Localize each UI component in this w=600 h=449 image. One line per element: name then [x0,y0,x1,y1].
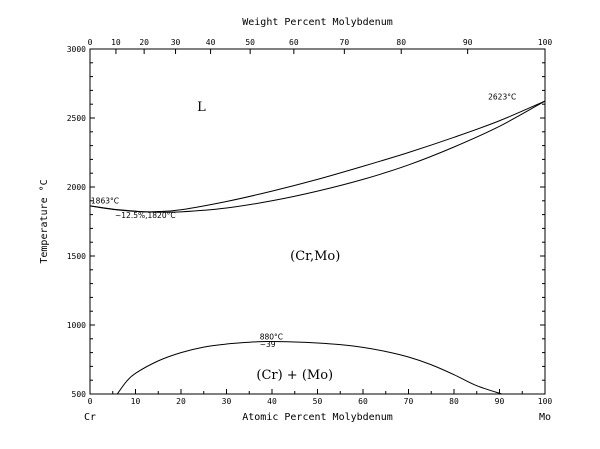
y-tick-label: 3000 [67,45,86,54]
top-tick-label: 10 [111,38,121,47]
x-tick-label: 20 [176,397,186,406]
x-tick-label: 40 [267,397,277,406]
annotation-label: 880°C [260,332,283,341]
y-tick-label: 2500 [67,114,86,123]
solidus-curve [89,100,546,213]
top-tick-label: 70 [340,38,350,47]
x-tick-label: 90 [495,397,505,406]
x-tick-label: 70 [404,397,414,406]
annotation-label: ~39 [260,340,276,349]
chart-labels: L (Cr,Mo) (Cr) + (Mo) 1863°C ~12.5%,1820°C 26… [91,92,516,382]
top-axis-title: Weight Percent Molybdenum [242,17,393,28]
y-tick-label: 1000 [67,321,86,330]
x-tick-label: 60 [358,397,368,406]
top-tick-label: 20 [139,38,149,47]
y-tick-label: 1500 [67,252,86,261]
y-tick-label: 500 [72,390,87,399]
x-tick-label: 50 [313,397,323,406]
x-tick-label: 10 [131,397,141,406]
top-tick-label: 100 [538,38,553,47]
x-tick-label: 30 [222,397,232,406]
annotation-label: ~12.5%,1820°C [115,211,176,220]
y-axis-title: Temperature °C [39,179,50,263]
x-tick-label: 0 [88,397,93,406]
chart-axes: 0 10 20 30 40 50 60 70 80 90 1000 10 20 30 40 50 60 70 80 9… [39,17,552,423]
phase-label: (Cr,Mo) [290,249,340,264]
element-left-label: Cr [84,412,96,423]
plot-frame [89,48,546,395]
x-tick-label: 100 [538,397,553,406]
annotation-label: 1863°C [91,197,119,206]
x-axis-title: Atomic Percent Molybdenum [242,412,393,423]
x-tick-label: 80 [449,397,459,406]
liquidus-curve [89,100,546,213]
top-tick-label: 60 [289,38,299,47]
top-tick-label: 90 [463,38,473,47]
top-tick-label: 50 [245,38,255,47]
top-tick-label: 80 [396,38,406,47]
top-tick-label: 0 [88,38,93,47]
phase-label: (Cr) + (Mo) [256,368,333,383]
y-tick-label: 2000 [67,183,86,192]
annotation-label: 2623°C [488,92,516,101]
miscibility-gap-curve [116,341,502,395]
chart-curves [89,100,546,395]
element-right-label: Mo [539,412,551,423]
top-tick-label: 40 [206,38,216,47]
top-tick-label: 30 [171,38,181,47]
phase-label: L [197,100,206,115]
